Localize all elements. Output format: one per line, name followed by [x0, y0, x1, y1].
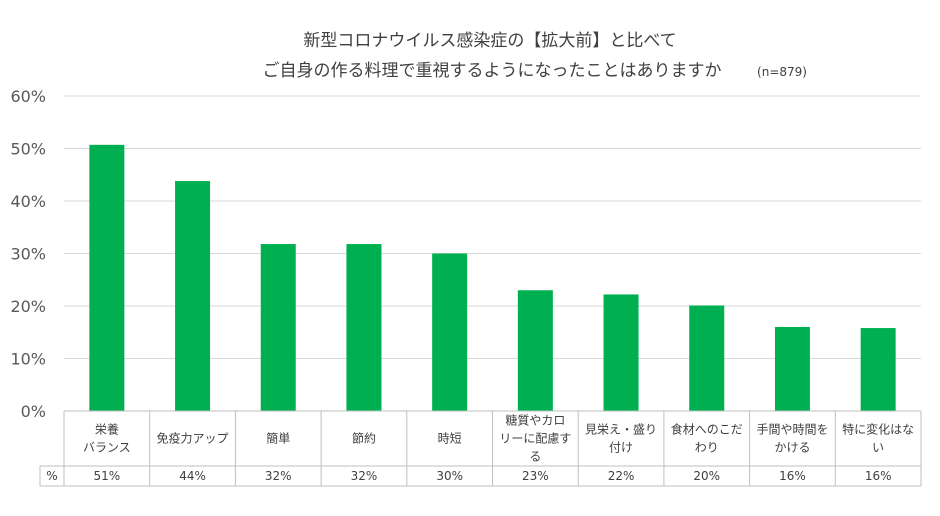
bar	[517, 290, 553, 411]
value-label: 32%	[265, 469, 292, 483]
category-label: リーに配慮す	[499, 432, 571, 446]
category-label: 糖質やカロ	[505, 413, 565, 428]
category-label: かける	[774, 441, 810, 455]
value-label: 20%	[693, 469, 720, 483]
category-label: 時短	[438, 432, 462, 446]
category-label: 手間や時間を	[756, 423, 828, 437]
value-label: 30%	[436, 469, 463, 483]
category-label: 節約	[352, 431, 376, 446]
category-label: 特に変化はな	[842, 422, 914, 437]
bar	[89, 144, 125, 411]
bars	[89, 144, 896, 411]
bar	[175, 181, 211, 411]
category-label: 見栄え・盛り	[585, 422, 657, 437]
value-label: 22%	[608, 469, 635, 483]
category-label: バランス	[83, 441, 131, 455]
y-tick-label: 60%	[10, 87, 46, 106]
category-label: 付け	[609, 441, 633, 455]
bar	[432, 253, 468, 411]
y-tick-label: 10%	[10, 350, 46, 369]
category-label: る	[529, 450, 541, 464]
value-label: 16%	[865, 469, 892, 483]
table-row-label: %	[46, 469, 57, 483]
value-label: 32%	[351, 469, 378, 483]
category-label: い	[872, 441, 884, 455]
category-label: 簡単	[266, 431, 290, 446]
category-label: 栄養	[95, 422, 119, 437]
category-label: 食材へのこだ	[671, 422, 743, 437]
chart-title: 新型コロナウイルス感染症の【拡大前】と比べて	[303, 31, 676, 51]
bar	[774, 327, 810, 411]
y-tick-label: 20%	[10, 297, 46, 316]
category-label: わり	[695, 441, 719, 455]
category-label: 免疫力アップ	[157, 431, 229, 446]
y-tick-label: 0%	[21, 402, 46, 421]
y-axis: 0% 10% 20% 30% 40% 50% 60%	[10, 87, 46, 421]
bar	[860, 328, 896, 411]
bar	[346, 244, 382, 411]
value-label: 16%	[779, 469, 806, 483]
y-tick-label: 40%	[10, 192, 46, 211]
bar	[260, 244, 296, 411]
sample-size-note: (n=879)	[757, 65, 807, 79]
y-tick-label: 50%	[10, 140, 46, 159]
chart-subtitle: ご自身の作る料理で重視するようになったことはありますか	[263, 61, 722, 81]
value-label: 51%	[94, 469, 121, 483]
value-label: 44%	[179, 469, 206, 483]
value-label: 23%	[522, 469, 549, 483]
y-tick-label: 30%	[10, 245, 46, 264]
bar	[603, 294, 639, 411]
bar	[689, 305, 725, 411]
